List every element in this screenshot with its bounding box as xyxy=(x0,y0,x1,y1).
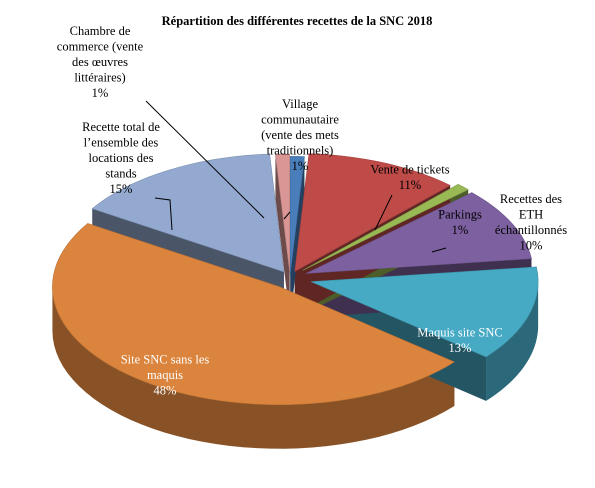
slice-label: Parkings 1% xyxy=(438,207,482,237)
slice-label: Village communautaire (vente des mets tradi… xyxy=(261,97,339,173)
leader-line xyxy=(145,100,265,219)
pie-slice-wall xyxy=(275,154,290,317)
pie-slice-4 xyxy=(306,192,532,274)
slice-label: Maquis site SNC 13% xyxy=(417,325,502,355)
chart-title: Répartition des différentes recettes de … xyxy=(162,14,433,28)
slice-label: Vente de tickets 11% xyxy=(370,162,449,192)
slice-label: Recettes des ETH échantillonnés 10% xyxy=(495,192,567,253)
pie-slice-side xyxy=(486,281,539,401)
slice-label: Chambre de commerce (vente des œuvres litté… xyxy=(57,24,144,100)
leader-line xyxy=(374,194,393,231)
pie-slice-2 xyxy=(294,153,451,272)
leader-line xyxy=(431,247,447,253)
leader-line xyxy=(283,211,291,220)
slice-label: Site SNC sans les maquis 48% xyxy=(121,353,210,398)
pie-slice-7 xyxy=(91,153,285,273)
leader-line xyxy=(154,197,173,231)
slice-label: Recette total de l’ensemble des locations … xyxy=(82,120,160,196)
pie-slice-8 xyxy=(275,153,290,273)
pie-slice-5 xyxy=(311,266,539,358)
pie-slice-wall xyxy=(290,156,305,319)
pie-slice-6 xyxy=(52,223,455,406)
pie-slice-side xyxy=(52,286,455,449)
pie-slice-1 xyxy=(289,156,305,275)
pie-slice-3 xyxy=(302,184,469,271)
